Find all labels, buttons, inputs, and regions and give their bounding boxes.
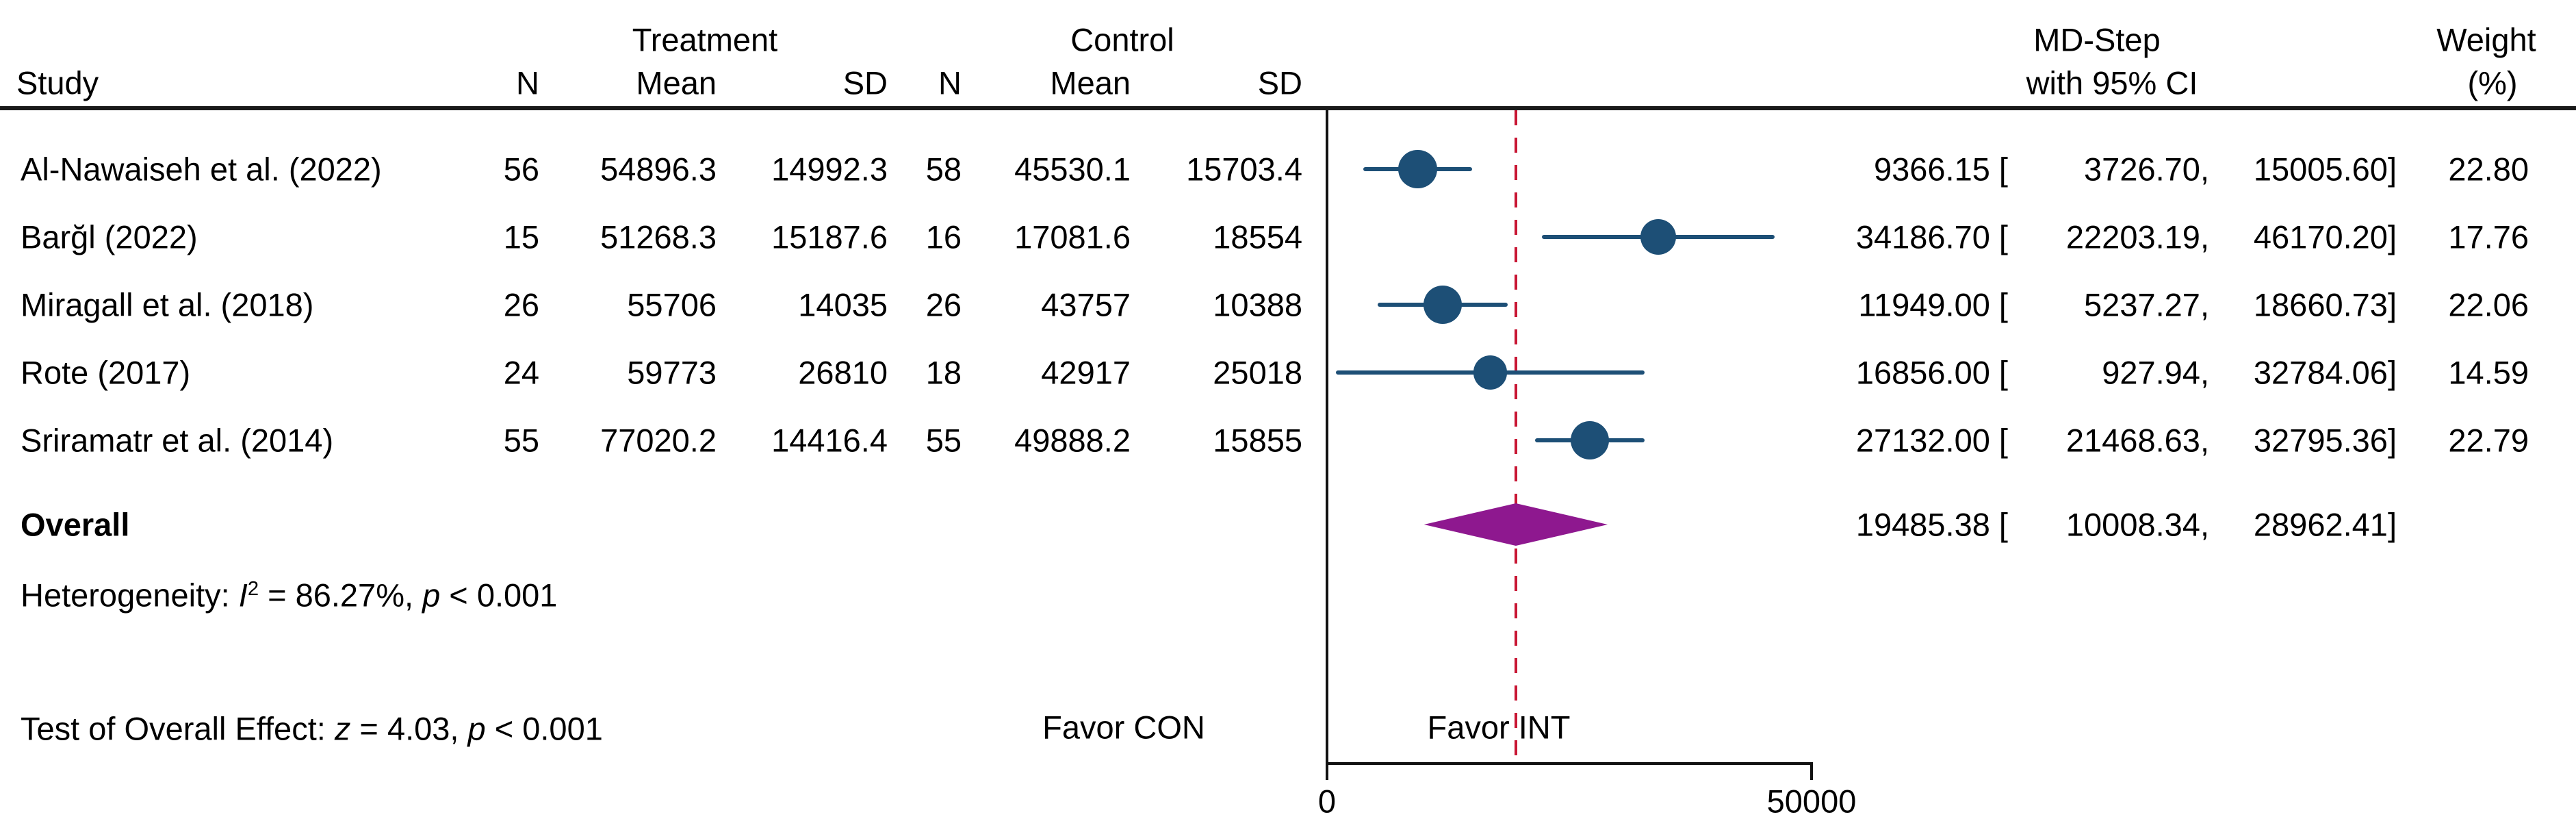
column-header-ctrl-sd: SD xyxy=(1257,64,1302,101)
weight-header-line2: (%) xyxy=(2467,64,2518,101)
ctrl-n-cell: 58 xyxy=(925,151,962,188)
treat-n-cell: 15 xyxy=(503,218,539,255)
weight-cell: 22.79 xyxy=(2448,422,2529,459)
study-name: Sriramatr et al. (2014) xyxy=(21,422,334,459)
column-header-ctrl-mean: Mean xyxy=(1050,64,1131,101)
p-symbol: p xyxy=(422,577,441,614)
ctrl-n-cell: 16 xyxy=(925,218,962,255)
treat-n-cell: 55 xyxy=(503,422,539,459)
ci-high-cell: 46170.20] xyxy=(2253,218,2397,255)
weight-cell: 22.06 xyxy=(2448,286,2529,323)
x-axis-label-50000: 50000 xyxy=(1766,783,1857,820)
column-header-treat-mean: Mean xyxy=(636,64,717,101)
ctrl-mean-cell: 49888.2 xyxy=(1014,422,1131,459)
header-rule xyxy=(0,106,2576,110)
treat-mean-cell: 59773 xyxy=(627,354,717,391)
overall-diamond-marker xyxy=(1424,503,1608,546)
treat-mean-cell: 55706 xyxy=(627,286,717,323)
study-name: Barğl (2022) xyxy=(21,218,198,255)
ci-low-cell: 22203.19, xyxy=(2065,218,2209,255)
ctrl-n-cell: 26 xyxy=(925,286,962,323)
treat-n-cell: 26 xyxy=(503,286,539,323)
ctrl-sd-cell: 25018 xyxy=(1213,354,1302,391)
treat-mean-cell: 77020.2 xyxy=(600,422,717,459)
effect-point-marker xyxy=(1424,286,1463,324)
study-name: Miragall et al. (2018) xyxy=(21,286,314,323)
effect-point-marker xyxy=(1570,420,1610,460)
overall-label: Overall xyxy=(21,506,130,543)
effect-point-marker xyxy=(1640,219,1677,255)
ctrl-mean-cell: 45530.1 xyxy=(1014,151,1131,188)
overall-ci-high-cell: 28962.41] xyxy=(2253,506,2397,543)
treat-mean-cell: 54896.3 xyxy=(600,151,717,188)
z-symbol: z xyxy=(334,710,351,747)
treat-mean-cell: 51268.3 xyxy=(600,218,717,255)
study-name: Rote (2017) xyxy=(21,354,191,391)
ctrl-sd-cell: 15855 xyxy=(1213,422,1302,459)
weight-cell: 17.76 xyxy=(2448,218,2529,255)
treat-sd-cell: 15187.6 xyxy=(771,218,888,255)
effect-estimate-cell: 34186.70 [ xyxy=(1855,218,2008,255)
column-group-treatment: Treatment xyxy=(632,21,778,58)
x-axis-line xyxy=(1327,762,1812,765)
effect-estimate-cell: 11949.00 [ xyxy=(1858,286,2008,323)
effect-header-line1: MD-Step xyxy=(2033,21,2161,58)
ctrl-sd-cell: 15703.4 xyxy=(1186,151,1302,188)
treat-sd-cell: 14992.3 xyxy=(771,151,888,188)
ci-high-cell: 32784.06] xyxy=(2253,354,2397,391)
overall-ci-low-cell: 10008.34, xyxy=(2065,506,2209,543)
overall-estimate-dashed-line xyxy=(1514,110,1517,765)
x-axis-tick-0 xyxy=(1326,762,1328,780)
ctrl-mean-cell: 42917 xyxy=(1041,354,1131,391)
favor-intervention-label: Favor INT xyxy=(1421,711,1576,744)
overall-test-line: Test of Overall Effect: z = 4.03, p < 0.… xyxy=(21,710,603,747)
heterogeneity-line: Heterogeneity: I2 = 86.27%, p < 0.001 xyxy=(21,577,558,614)
column-group-control: Control xyxy=(1070,21,1174,58)
ctrl-mean-cell: 17081.6 xyxy=(1014,218,1131,255)
ci-low-cell: 927.94, xyxy=(2102,354,2209,391)
effect-point-marker xyxy=(1398,149,1437,189)
study-name: Al-Nawaiseh et al. (2022) xyxy=(21,151,382,188)
treat-sd-cell: 26810 xyxy=(798,354,888,391)
column-header-ctrl-n: N xyxy=(938,64,962,101)
x-axis-label-0: 0 xyxy=(1317,783,1337,820)
p-symbol: p xyxy=(467,710,486,747)
overall-estimate-cell: 19485.38 [ xyxy=(1855,506,2008,543)
ci-low-cell: 5237.27, xyxy=(2084,286,2209,323)
weight-header-line1: Weight xyxy=(2436,21,2536,58)
weight-cell: 22.80 xyxy=(2448,151,2529,188)
effect-estimate-cell: 16856.00 [ xyxy=(1855,354,2008,391)
ci-low-cell: 21468.63, xyxy=(2065,422,2209,459)
effect-estimate-cell: 27132.00 [ xyxy=(1855,422,2008,459)
ctrl-n-cell: 18 xyxy=(925,354,962,391)
treat-sd-cell: 14416.4 xyxy=(771,422,888,459)
ci-low-cell: 3726.70, xyxy=(2084,151,2209,188)
ctrl-sd-cell: 18554 xyxy=(1213,218,1302,255)
ctrl-sd-cell: 10388 xyxy=(1213,286,1302,323)
zero-reference-line xyxy=(1326,110,1328,762)
treat-sd-cell: 14035 xyxy=(798,286,888,323)
effect-point-marker xyxy=(1473,355,1508,390)
column-header-study: Study xyxy=(16,64,99,101)
weight-cell: 14.59 xyxy=(2448,354,2529,391)
ci-high-cell: 18660.73] xyxy=(2253,286,2397,323)
treat-n-cell: 24 xyxy=(503,354,539,391)
ci-high-cell: 32795.36] xyxy=(2253,422,2397,459)
effect-estimate-cell: 9366.15 [ xyxy=(1873,151,2008,188)
column-header-treat-n: N xyxy=(516,64,539,101)
column-header-treat-sd: SD xyxy=(842,64,888,101)
x-axis-tick-50000 xyxy=(1810,762,1813,780)
ctrl-n-cell: 55 xyxy=(925,422,962,459)
ctrl-mean-cell: 43757 xyxy=(1041,286,1131,323)
effect-header-line2: with 95% CI xyxy=(2026,64,2198,101)
favor-control-label: Favor CON xyxy=(1042,709,1205,746)
i-squared-stat: I xyxy=(238,577,248,614)
ci-high-cell: 15005.60] xyxy=(2253,151,2397,188)
treat-n-cell: 56 xyxy=(503,151,539,188)
